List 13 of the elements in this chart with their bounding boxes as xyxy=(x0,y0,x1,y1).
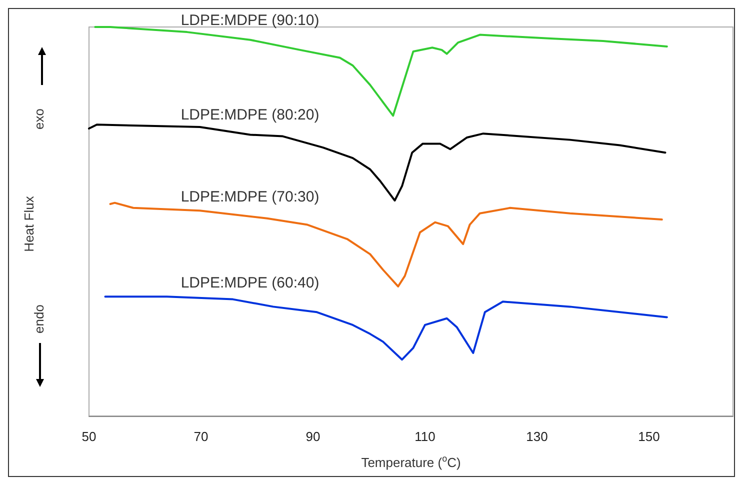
y-axis-title: Heat Flux xyxy=(22,196,36,252)
x-tick-label: 50 xyxy=(82,429,96,444)
series-label: LDPE:MDPE (90:10) xyxy=(180,12,320,29)
series-label: LDPE:MDPE (80:20) xyxy=(180,106,320,124)
x-tick-label: 150 xyxy=(638,429,660,444)
series-label: LDPE:MDPE (60:40) xyxy=(180,274,320,292)
x-tick-label: 70 xyxy=(194,429,208,444)
text: exo xyxy=(32,108,46,130)
x-tick-label: 130 xyxy=(526,429,548,444)
x-tick-label: 110 xyxy=(414,429,436,444)
series-label: LDPE:MDPE (70:30) xyxy=(180,188,320,206)
text: endo xyxy=(32,304,46,334)
x-tick-label: 90 xyxy=(306,429,320,444)
